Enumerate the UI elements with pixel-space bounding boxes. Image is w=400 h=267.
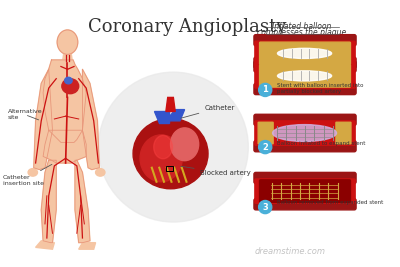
FancyBboxPatch shape: [254, 57, 356, 68]
Text: Inflated balloon: Inflated balloon: [272, 22, 332, 30]
FancyBboxPatch shape: [255, 179, 355, 203]
Polygon shape: [75, 160, 90, 243]
FancyBboxPatch shape: [255, 41, 355, 66]
Ellipse shape: [96, 169, 105, 176]
Polygon shape: [154, 112, 169, 123]
Polygon shape: [43, 130, 86, 163]
FancyBboxPatch shape: [260, 180, 350, 202]
FancyBboxPatch shape: [254, 35, 356, 46]
Text: compresses the plaque: compresses the plaque: [257, 28, 346, 37]
Text: Stent with balloon inserted into
partially blocked artery: Stent with balloon inserted into partial…: [277, 83, 364, 94]
FancyBboxPatch shape: [260, 42, 350, 65]
Text: Balloon inflated to expand stent: Balloon inflated to expand stent: [277, 140, 366, 146]
FancyBboxPatch shape: [258, 122, 273, 144]
Text: Alternative
site: Alternative site: [8, 109, 42, 120]
Ellipse shape: [140, 135, 182, 182]
FancyBboxPatch shape: [336, 122, 351, 144]
Polygon shape: [36, 241, 54, 249]
Text: dreamstime.com: dreamstime.com: [255, 247, 326, 256]
Circle shape: [259, 140, 272, 154]
Circle shape: [98, 72, 248, 222]
FancyBboxPatch shape: [254, 114, 356, 125]
FancyBboxPatch shape: [255, 64, 355, 88]
FancyBboxPatch shape: [254, 140, 356, 152]
Ellipse shape: [272, 125, 336, 142]
Polygon shape: [63, 53, 72, 60]
Text: Balloon removed from expanded stent: Balloon removed from expanded stent: [277, 199, 384, 205]
Text: Blocked artery: Blocked artery: [181, 166, 250, 176]
Text: Catheter: Catheter: [181, 105, 235, 118]
FancyBboxPatch shape: [254, 172, 356, 184]
Circle shape: [259, 83, 272, 96]
Polygon shape: [166, 110, 185, 121]
Ellipse shape: [278, 48, 332, 58]
Polygon shape: [43, 60, 86, 142]
Ellipse shape: [62, 79, 79, 94]
Text: 3: 3: [262, 203, 268, 211]
Ellipse shape: [57, 30, 78, 54]
FancyBboxPatch shape: [255, 121, 355, 145]
Polygon shape: [34, 69, 52, 170]
FancyBboxPatch shape: [254, 199, 356, 210]
FancyBboxPatch shape: [260, 65, 350, 87]
FancyBboxPatch shape: [254, 61, 356, 72]
Text: 1: 1: [262, 85, 268, 95]
Ellipse shape: [278, 71, 332, 81]
Ellipse shape: [28, 169, 38, 176]
Polygon shape: [79, 243, 96, 249]
Polygon shape: [41, 160, 56, 243]
Polygon shape: [82, 69, 99, 170]
Ellipse shape: [154, 135, 172, 159]
FancyBboxPatch shape: [254, 83, 356, 95]
Ellipse shape: [65, 77, 72, 84]
Ellipse shape: [133, 119, 208, 189]
Text: Coronary Angioplasty: Coronary Angioplasty: [88, 18, 287, 36]
Text: Catheter
insertion site: Catheter insertion site: [3, 164, 52, 186]
Ellipse shape: [170, 128, 199, 161]
Text: 2: 2: [262, 143, 268, 152]
Circle shape: [259, 201, 272, 214]
Polygon shape: [166, 97, 175, 112]
